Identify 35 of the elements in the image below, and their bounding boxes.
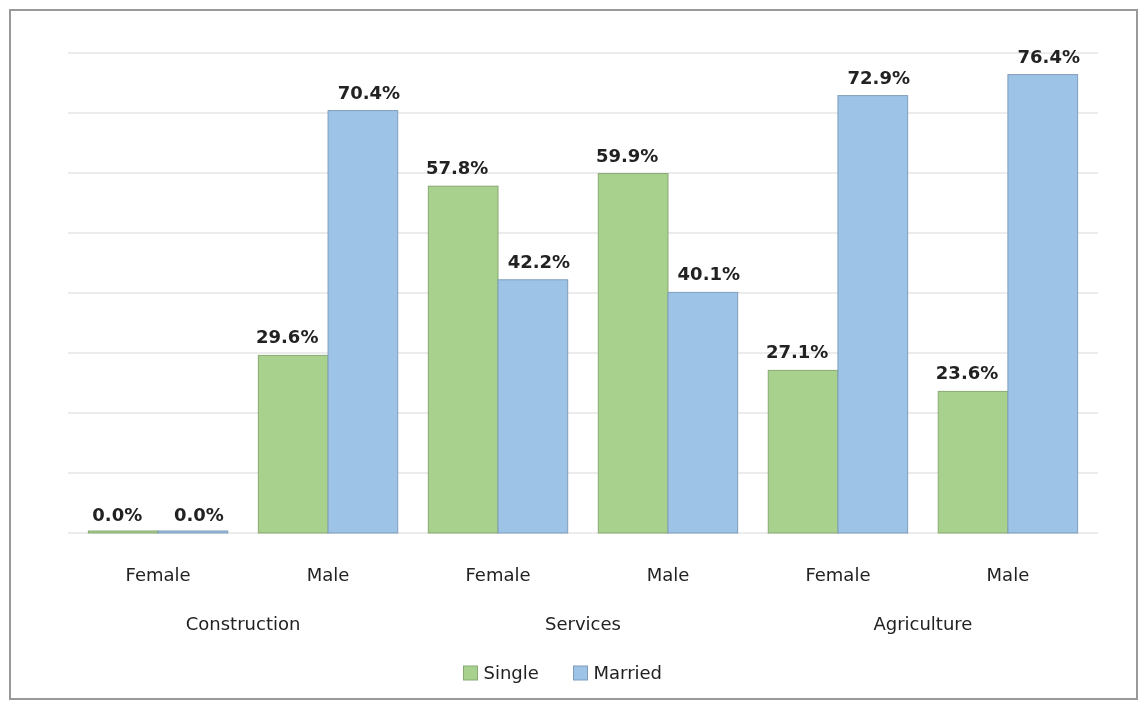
bar [327, 110, 399, 534]
x-tick-label: Female [465, 564, 531, 585]
data-label: 27.1% [765, 341, 829, 363]
legend-label: Single [483, 662, 539, 683]
x-tick-label: Female [125, 564, 191, 585]
bar [497, 279, 569, 534]
x-tick-label: Female [805, 564, 871, 585]
bar [1007, 74, 1079, 534]
data-label: 0.0% [92, 504, 143, 525]
bar [427, 185, 499, 534]
bar [937, 390, 1009, 534]
data-label: 23.6% [935, 362, 999, 384]
bar [667, 291, 739, 534]
text: Construction [185, 613, 301, 634]
data-label: 0.0% [173, 504, 224, 525]
data-label: 76.4% [1017, 45, 1080, 67]
bar [597, 173, 669, 534]
data-label: 70.4% [337, 81, 401, 103]
bar [837, 95, 909, 534]
data-label: 42.2% [507, 250, 571, 272]
data-label: 59.9% [595, 144, 659, 166]
x-tick-label: Male [646, 564, 690, 585]
bar [87, 530, 159, 534]
bar [257, 354, 329, 534]
data-label: 72.9% [847, 66, 911, 88]
data-label: 40.1% [677, 263, 741, 285]
legend-label: Married [593, 662, 663, 683]
data-label: 57.8% [425, 157, 489, 179]
bar [157, 530, 229, 534]
bar [767, 369, 839, 534]
x-tick-label: Male [306, 564, 350, 585]
data-label: 29.6% [255, 326, 319, 348]
x-tick-label: Male [986, 564, 1030, 585]
text: Services [545, 613, 621, 634]
text: Agriculture [873, 613, 973, 634]
